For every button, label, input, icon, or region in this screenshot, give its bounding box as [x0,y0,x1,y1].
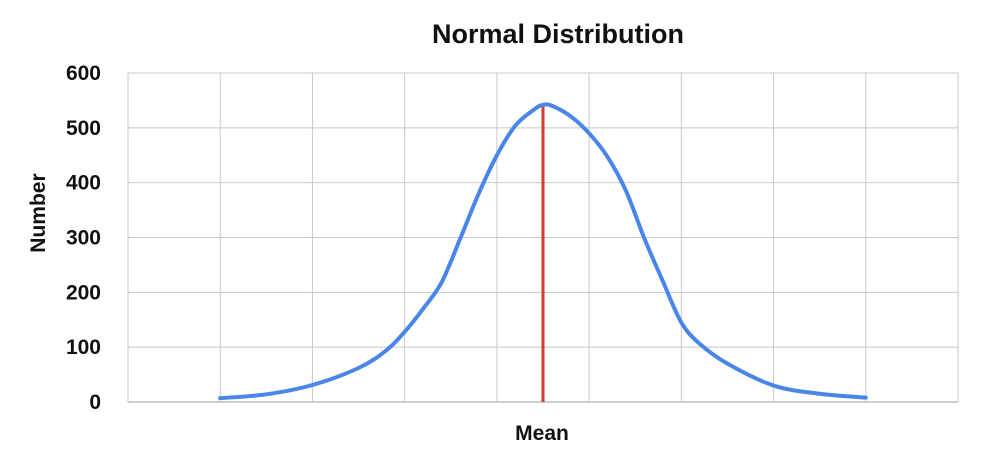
curve-point-13 [541,103,545,107]
curve-point-7 [440,280,444,284]
curve-point-3 [357,366,361,370]
curve-point-4 [384,348,388,352]
distribution-curve-line [218,102,868,401]
curve-point-24 [772,384,776,388]
y-axis-label: Number [27,173,50,252]
curve-point-19 [642,237,646,241]
plot-area [218,102,868,402]
curve-point-16 [587,131,591,135]
curve-point-18 [624,189,628,193]
y-tick-label-100: 100 [66,336,101,359]
curve-point-26 [864,396,868,400]
curve-point-9 [476,192,480,196]
curve-point-10 [495,153,499,157]
y-tick-label-300: 300 [66,227,101,250]
curve-point-21 [679,320,683,324]
y-tick-label-0: 0 [89,391,101,414]
y-axis-ticks: 0 100 200 300 400 500 600 [66,62,101,414]
curve-point-11 [513,124,517,128]
y-tick-label-500: 500 [66,117,101,140]
y-tick-label-600: 600 [66,62,101,85]
y-tick-label-400: 400 [66,172,101,195]
curve-point-2 [310,383,314,387]
curve-point-22 [698,342,702,346]
curve-point-8 [458,237,462,241]
curve-point-17 [606,155,610,159]
chart-title: Normal Distribution [432,19,684,49]
curve-point-5 [403,330,407,334]
curve-point-23 [725,362,729,366]
y-tick-label-200: 200 [66,281,101,304]
curve-point-6 [421,307,425,311]
curve-point-1 [264,392,268,396]
curve-point-12 [532,108,536,112]
curve-point-25 [818,392,822,396]
curve-point-20 [661,279,665,283]
x-axis-label: Mean [515,422,569,445]
curve-point-14 [550,104,554,108]
curve-point-0 [218,396,222,400]
curve-point-15 [569,114,573,118]
